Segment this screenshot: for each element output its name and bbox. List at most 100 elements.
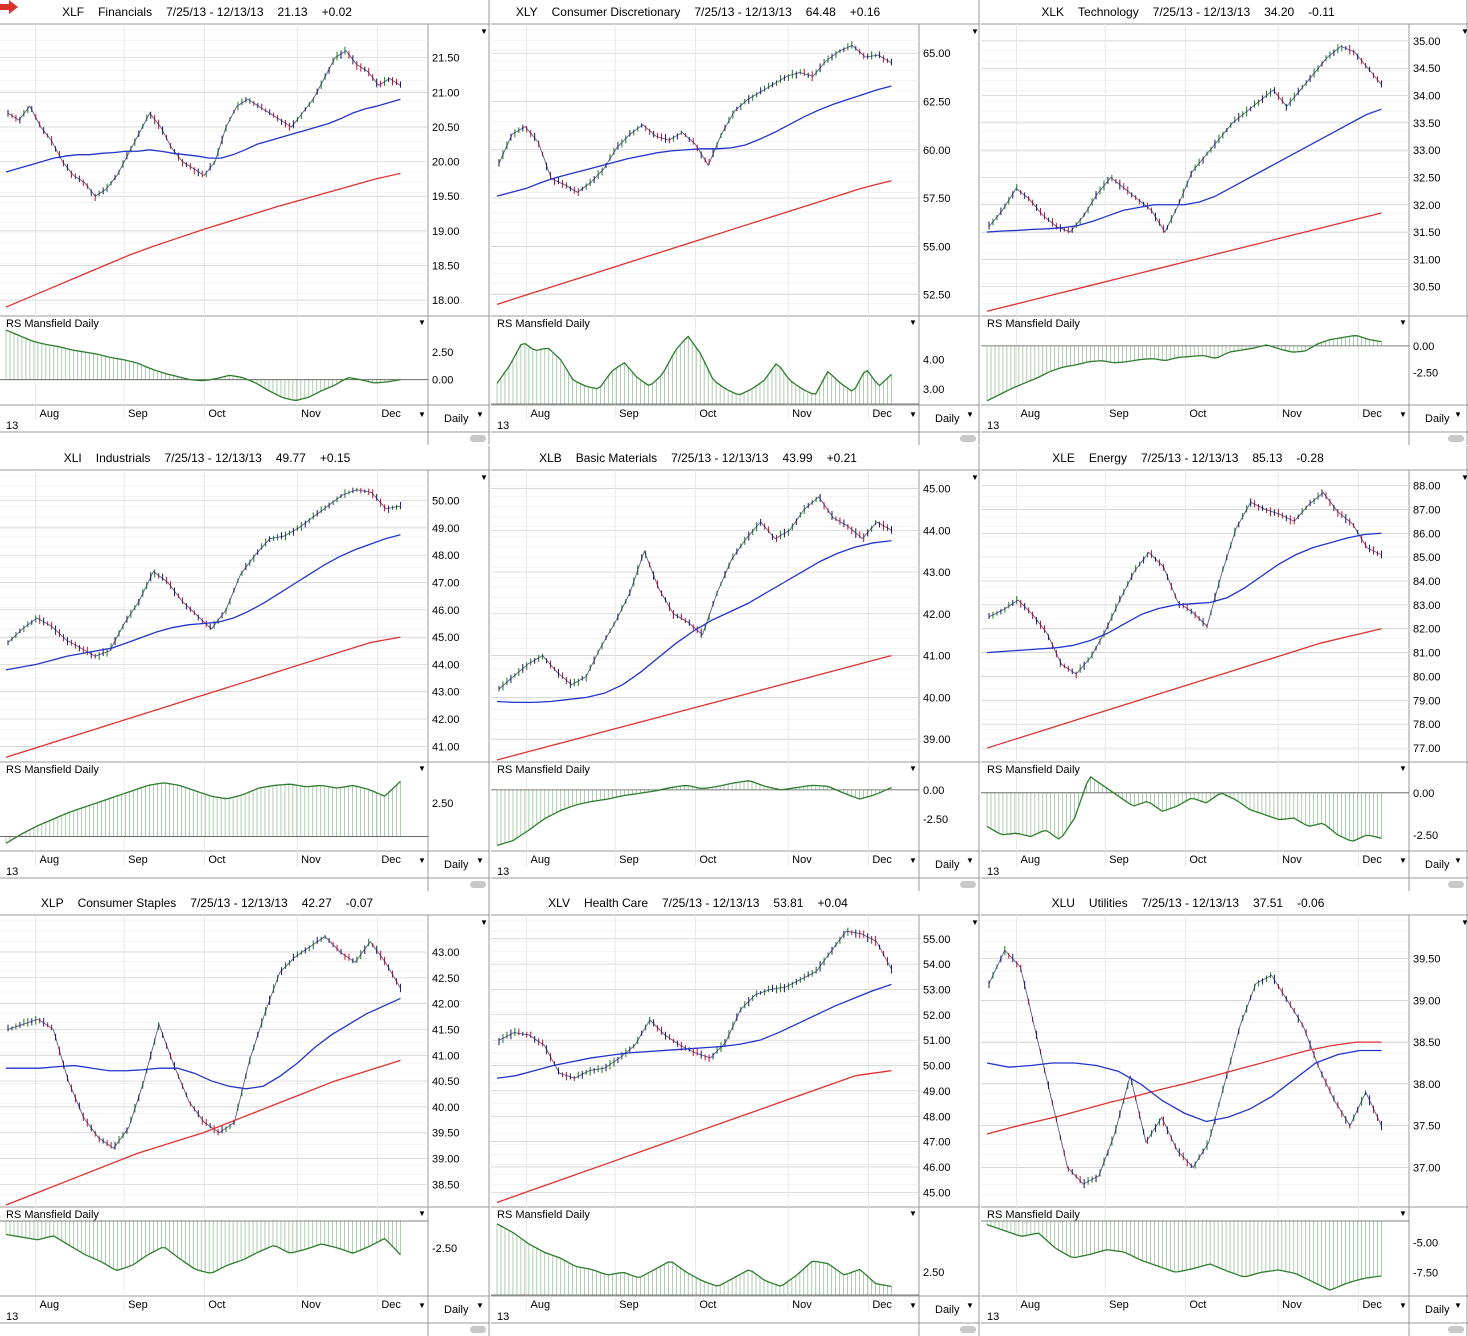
price-dropdown-icon[interactable]: ▼ [971,27,979,36]
rs-line [986,335,1382,402]
price-tick-label: 39.00 [432,1154,460,1166]
rs-line [5,780,401,844]
scroll-knob[interactable] [1448,881,1464,888]
price-tick-label: 32.00 [1413,200,1441,212]
price-tick-label: 43.00 [923,567,951,579]
daily-dropdown-icon[interactable]: ▼ [966,1301,974,1310]
rs-dropdown-icon[interactable]: ▼ [418,1209,426,1218]
month-label: Oct [699,854,716,866]
month-label: Dec [872,854,892,866]
header-range: 7/25/13 - 12/13/13 [671,451,769,465]
price-tick-label: 42.00 [432,999,460,1011]
rs-dropdown-icon[interactable]: ▼ [909,1209,917,1218]
rs-dropdown-icon[interactable]: ▼ [1399,1209,1407,1218]
daily-dropdown-icon[interactable]: ▼ [1454,410,1462,419]
axis-dropdown-icon[interactable]: ▼ [1399,856,1407,865]
daily-label[interactable]: Daily [444,1304,469,1316]
header-range: 7/25/13 - 12/13/13 [1140,451,1239,465]
price-dropdown-icon[interactable]: ▼ [1461,27,1468,36]
close-line [498,930,892,1079]
scroll-knob[interactable] [470,881,486,888]
daily-dropdown-icon[interactable]: ▼ [1454,856,1462,865]
price-tick-label: 47.00 [432,578,460,590]
daily-dropdown-icon[interactable]: ▼ [476,856,484,865]
panel-header: XLB Basic Materials 7/25/13 - 12/13/13 43.9… [491,446,919,470]
price-tick-label: 79.00 [1413,695,1441,707]
price-tick-label: 51.00 [923,1035,951,1047]
rs-tick-label: 0.00 [1413,788,1434,800]
header-last: 42.27 [301,896,332,910]
month-label: Aug [40,1299,60,1311]
axis-dropdown-icon[interactable]: ▼ [418,1301,426,1310]
price-dropdown-icon[interactable]: ▼ [1461,473,1468,482]
price-dropdown-icon[interactable]: ▼ [480,918,488,927]
price-dropdown-icon[interactable]: ▼ [1461,918,1468,927]
price-dropdown-icon[interactable]: ▼ [480,27,488,36]
daily-label[interactable]: Daily [935,859,960,871]
price-tick-label: 31.00 [1413,254,1441,266]
daily-label[interactable]: Daily [1425,1304,1450,1316]
ma200-line [496,1069,892,1204]
price-dropdown-icon[interactable]: ▼ [971,918,979,927]
rs-tick-label: 0.00 [432,375,453,387]
price-tick-label: 47.00 [923,1137,951,1149]
year-label: 13 [497,1311,510,1323]
chart-svg-xly: 65.00 62.50 60.00 57.50 55.00 52.50 Aug Sep Oct N… [491,0,980,445]
price-tick-label: 88.00 [1413,481,1441,493]
daily-dropdown-icon[interactable]: ▼ [476,410,484,419]
daily-label[interactable]: Daily [935,413,960,425]
month-label: Nov [792,854,812,866]
rs-dropdown-icon[interactable]: ▼ [418,764,426,773]
panel-header: XLK Technology 7/25/13 - 12/13/13 34.20 -0.1… [981,0,1409,24]
red-arrow-icon[interactable] [0,0,18,14]
rs-dropdown-icon[interactable]: ▼ [1399,318,1407,327]
axis-dropdown-icon[interactable]: ▼ [909,856,917,865]
axis-dropdown-icon[interactable]: ▼ [1399,410,1407,419]
axis-dropdown-icon[interactable]: ▼ [909,410,917,419]
scroll-knob[interactable] [960,881,976,888]
scroll-knob[interactable] [1448,435,1464,442]
axis-dropdown-icon[interactable]: ▼ [1399,1301,1407,1310]
panel-header: XLF Financials 7/25/13 - 12/13/13 21.13 +0.0… [0,0,428,24]
rs-dropdown-icon[interactable]: ▼ [909,318,917,327]
axis-dropdown-icon[interactable]: ▼ [418,856,426,865]
daily-label[interactable]: Daily [444,413,469,425]
rs-dropdown-icon[interactable]: ▼ [909,764,917,773]
daily-dropdown-icon[interactable]: ▼ [966,856,974,865]
daily-label[interactable]: Daily [444,859,469,871]
rs-dropdown-icon[interactable]: ▼ [1399,764,1407,773]
rs-tick-label: 3.00 [923,384,944,396]
panel-header: XLY Consumer Discretionary 7/25/13 - 12/13… [491,0,919,24]
month-label: Dec [872,1299,892,1311]
scroll-knob[interactable] [1448,1326,1464,1333]
daily-dropdown-icon[interactable]: ▼ [966,410,974,419]
daily-label[interactable]: Daily [1425,859,1450,871]
daily-dropdown-icon[interactable]: ▼ [476,1301,484,1310]
axis-dropdown-icon[interactable]: ▼ [418,410,426,419]
scroll-knob[interactable] [960,1326,976,1333]
close-line [498,44,892,193]
scroll-knob[interactable] [470,1326,486,1333]
scroll-knob[interactable] [960,435,976,442]
daily-label[interactable]: Daily [1425,413,1450,425]
header-change: +0.21 [826,451,857,465]
scroll-knob[interactable] [470,435,486,442]
rs-dropdown-icon[interactable]: ▼ [418,318,426,327]
price-dropdown-icon[interactable]: ▼ [480,473,488,482]
rs-line [496,780,892,846]
header-change: -0.07 [345,896,374,910]
month-label: Dec [1362,1299,1382,1311]
price-dropdown-icon[interactable]: ▼ [971,473,979,482]
month-label: Aug [1021,408,1041,420]
price-tick-label: 45.00 [923,484,951,496]
header-range: 7/25/13 - 12/13/13 [1152,5,1251,19]
axis-dropdown-icon[interactable]: ▼ [909,1301,917,1310]
rs-line [496,335,892,396]
price-tick-label: 60.00 [923,145,951,157]
year-label: 13 [6,866,19,878]
price-tick-label: 33.50 [1413,118,1441,130]
daily-label[interactable]: Daily [935,1304,960,1316]
daily-dropdown-icon[interactable]: ▼ [1454,1301,1462,1310]
ma50-line [986,108,1382,233]
